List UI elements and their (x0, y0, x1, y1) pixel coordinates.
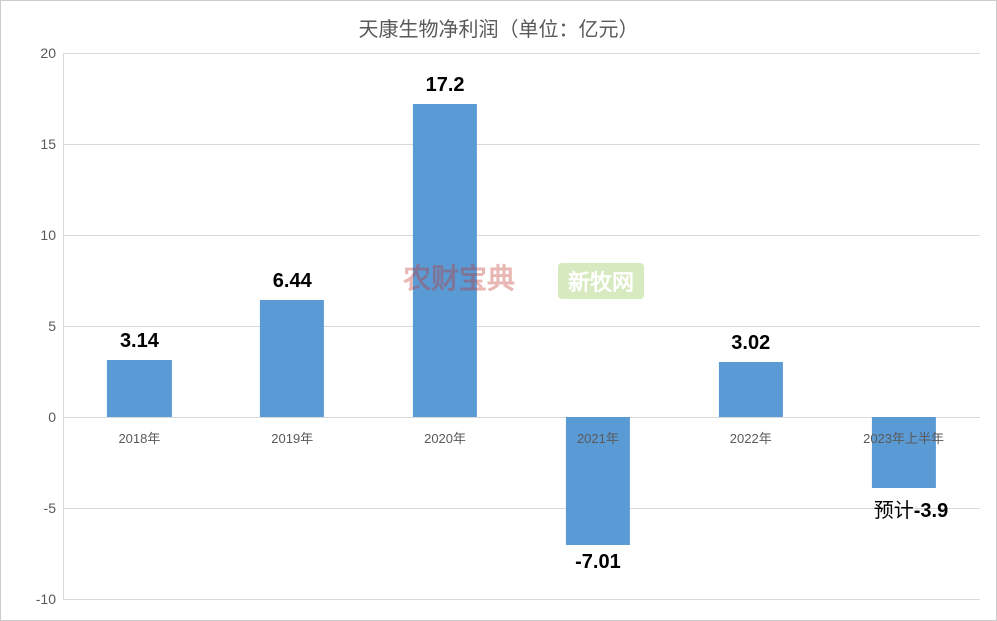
bar-slot: 2019年 6.44 (216, 53, 369, 599)
y-tick-label: 10 (16, 227, 56, 243)
y-tick-label: 20 (16, 45, 56, 61)
bar-slot: 2022年 3.02 (674, 53, 827, 599)
x-category-label: 2023年上半年 (863, 428, 944, 447)
data-label-value: -3.9 (914, 500, 948, 522)
data-label: -7.01 (575, 551, 621, 574)
y-tick-label: 5 (16, 318, 56, 334)
x-category-label: 2019年 (271, 428, 313, 447)
x-category-label: 2018年 (118, 428, 160, 447)
bar (413, 104, 477, 417)
data-label-prefix: 预计 (874, 500, 914, 522)
bar-slot: 2018年 3.14 (63, 53, 216, 599)
plot-area: 2018年3.142019年6.442020年17.22021年-7.01202… (63, 53, 980, 599)
gridline (63, 599, 980, 600)
y-tick-label: -5 (16, 500, 56, 516)
x-category-label: 2022年 (730, 428, 772, 447)
bar-slot: 2021年 -7.01 (522, 53, 675, 599)
bars-layer: 2018年3.142019年6.442020年17.22021年-7.01202… (63, 53, 980, 599)
bar (107, 360, 171, 417)
chart-container: 天康生物净利润（单位：亿元） 2018年 3.14 2019年 6.44 2020年 17… (0, 0, 997, 621)
data-label: 预计-3.9 (874, 494, 948, 523)
bar-slot: 2020年 17.2 (369, 53, 522, 599)
x-category-label: 2021年 (577, 428, 619, 447)
data-label: 6.44 (273, 270, 312, 293)
bar (260, 300, 324, 417)
data-label: 3.02 (731, 332, 770, 355)
chart-title: 天康生物净利润（单位：亿元） (1, 1, 996, 42)
bar (719, 362, 783, 417)
y-tick-label: 15 (16, 136, 56, 152)
data-label: 3.14 (120, 330, 159, 353)
data-label: 17.2 (426, 74, 465, 97)
y-tick-label: 0 (16, 409, 56, 425)
y-tick-label: -10 (16, 591, 56, 607)
bar-slot: 2023年上半年预计-3.9 (827, 53, 980, 599)
x-category-label: 2020年 (424, 428, 466, 447)
